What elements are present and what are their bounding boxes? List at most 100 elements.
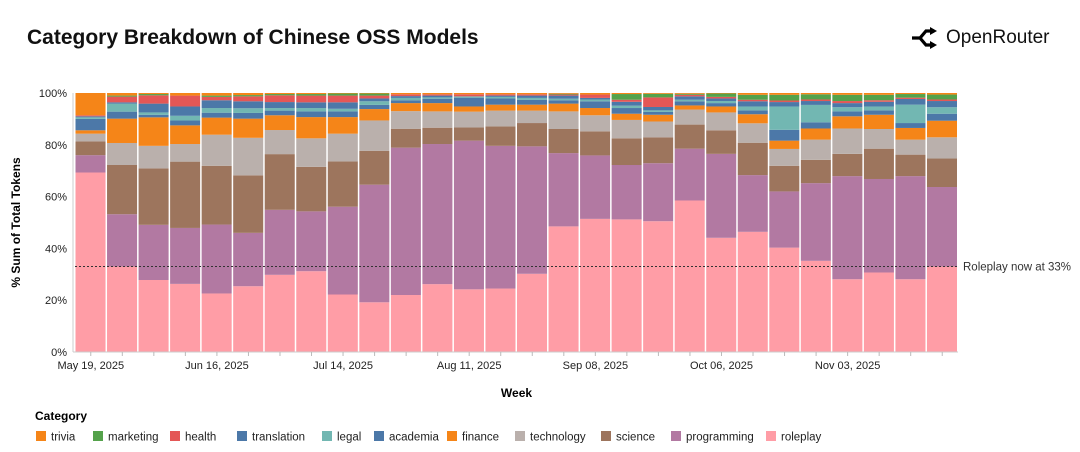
bar-segment-health [895, 97, 926, 99]
bar-segment-academia [517, 99, 548, 105]
bar-segment-finance [264, 115, 295, 131]
bar-segment-health [201, 96, 232, 101]
bar-segment-marketing [706, 93, 737, 97]
bar-segment-science [138, 168, 169, 225]
bar-segment-science [674, 124, 705, 149]
bar-segment-trivia [138, 93, 169, 95]
bar-segment-health [706, 96, 737, 99]
bar-segment-roleplay [517, 273, 548, 352]
bar-segment-health [832, 101, 863, 104]
x-tick-label: Jun 16, 2025 [185, 360, 249, 372]
bar-segment-science [233, 175, 264, 233]
bar-segment-legal [548, 98, 579, 101]
bar-segment-trivia [926, 93, 957, 95]
bar-segment-health [485, 94, 516, 96]
bar-segment-translation [643, 106, 674, 111]
bar-segment-science [769, 165, 800, 192]
bar-segment-roleplay [233, 286, 264, 352]
bar-segment-translation [674, 96, 705, 100]
bar-segment-trivia [327, 93, 358, 94]
bar-segment-marketing [201, 95, 232, 97]
bar-segment-technology [926, 137, 957, 159]
bar-segment-roleplay [390, 295, 421, 352]
y-tick-label: 80% [45, 140, 67, 152]
y-tick-label: 60% [45, 192, 67, 204]
bar-segment-programming [643, 163, 674, 222]
bar-segment-trivia [800, 93, 831, 95]
bar-segment-roleplay [895, 279, 926, 352]
bar-segment-programming [296, 211, 327, 272]
bar-segment-roleplay [296, 271, 327, 352]
bar-segment-translation [201, 100, 232, 109]
bar-segment-translation [926, 101, 957, 108]
bar-segment-trivia [674, 93, 705, 94]
bar-segment-health [548, 94, 579, 96]
bar-segment-science [832, 153, 863, 177]
bar-segment-technology [107, 142, 138, 166]
bar-segment-technology [485, 110, 516, 127]
bar-segment-roleplay [832, 279, 863, 352]
bar-segment-health [517, 94, 548, 96]
bar-segment-academia [390, 100, 421, 104]
bar-segment-roleplay [737, 231, 768, 352]
bar-segment-academia [863, 110, 894, 115]
bar-segment-technology [863, 129, 894, 149]
bar-segment-academia [800, 122, 831, 129]
bar-segment-marketing [737, 94, 768, 100]
bar-segment-translation [832, 103, 863, 108]
bar-segment-finance [138, 117, 169, 146]
legend-label-roleplay: roleplay [781, 432, 822, 444]
bar-segment-technology [264, 130, 295, 155]
bar-segment-trivia [643, 93, 674, 94]
legend-title: Category [35, 409, 87, 423]
bar-segment-legal [863, 106, 894, 111]
bar-segment-programming [548, 153, 579, 227]
x-tick-label: Sep 08, 2025 [563, 360, 628, 372]
bar-segment-translation [485, 95, 516, 97]
bar-segment-science [580, 131, 611, 156]
bar-segment-science [422, 127, 453, 145]
bar-segment-roleplay [769, 247, 800, 352]
legend-swatch-health [170, 431, 180, 441]
bar-segment-academia [737, 110, 768, 115]
bar-segment-translation [548, 95, 579, 99]
bar-segment-translation [359, 98, 390, 102]
bar-segment-programming [580, 155, 611, 219]
bar-segment-trivia [170, 93, 201, 96]
bar-segment-academia [107, 111, 138, 119]
bar-segment-academia [706, 103, 737, 107]
bar-segment-academia [453, 97, 484, 107]
bar-segment-academia [832, 111, 863, 117]
bar-segment-health [674, 94, 705, 97]
bar-segment-programming [138, 224, 169, 280]
bar-segment-academia [264, 110, 295, 116]
bar-segment-translation [769, 102, 800, 107]
bar-segment-academia [895, 123, 926, 128]
bar-segment-finance [863, 114, 894, 130]
legend-swatch-science [601, 431, 611, 441]
bar-segment-science [170, 161, 201, 228]
bar-segment-legal [580, 99, 611, 102]
bar-segment-health [422, 94, 453, 96]
bar-segment-programming [832, 176, 863, 280]
bar-segment-finance [233, 118, 264, 138]
bar-segment-legal [706, 101, 737, 104]
bar-segment-technology [548, 111, 579, 130]
bar-segment-science [107, 165, 138, 215]
bar-segment-marketing [863, 94, 894, 101]
bar-segment-legal [359, 101, 390, 105]
bar-segment-science [548, 129, 579, 154]
bar-segment-trivia [706, 93, 737, 94]
bar-segment-trivia [107, 93, 138, 96]
legend-label-academia: academia [389, 432, 439, 444]
bar-segment-health [170, 95, 201, 107]
bar-segment-programming [453, 140, 484, 290]
bar-segment-legal [422, 97, 453, 99]
bar-segment-technology [895, 139, 926, 155]
y-tick-label: 100% [39, 88, 67, 100]
bar-segment-marketing [138, 94, 169, 96]
bar-segment-academia [769, 129, 800, 141]
bar-segment-academia [233, 112, 264, 119]
bar-segment-technology [800, 139, 831, 160]
bar-segment-science [264, 154, 295, 210]
